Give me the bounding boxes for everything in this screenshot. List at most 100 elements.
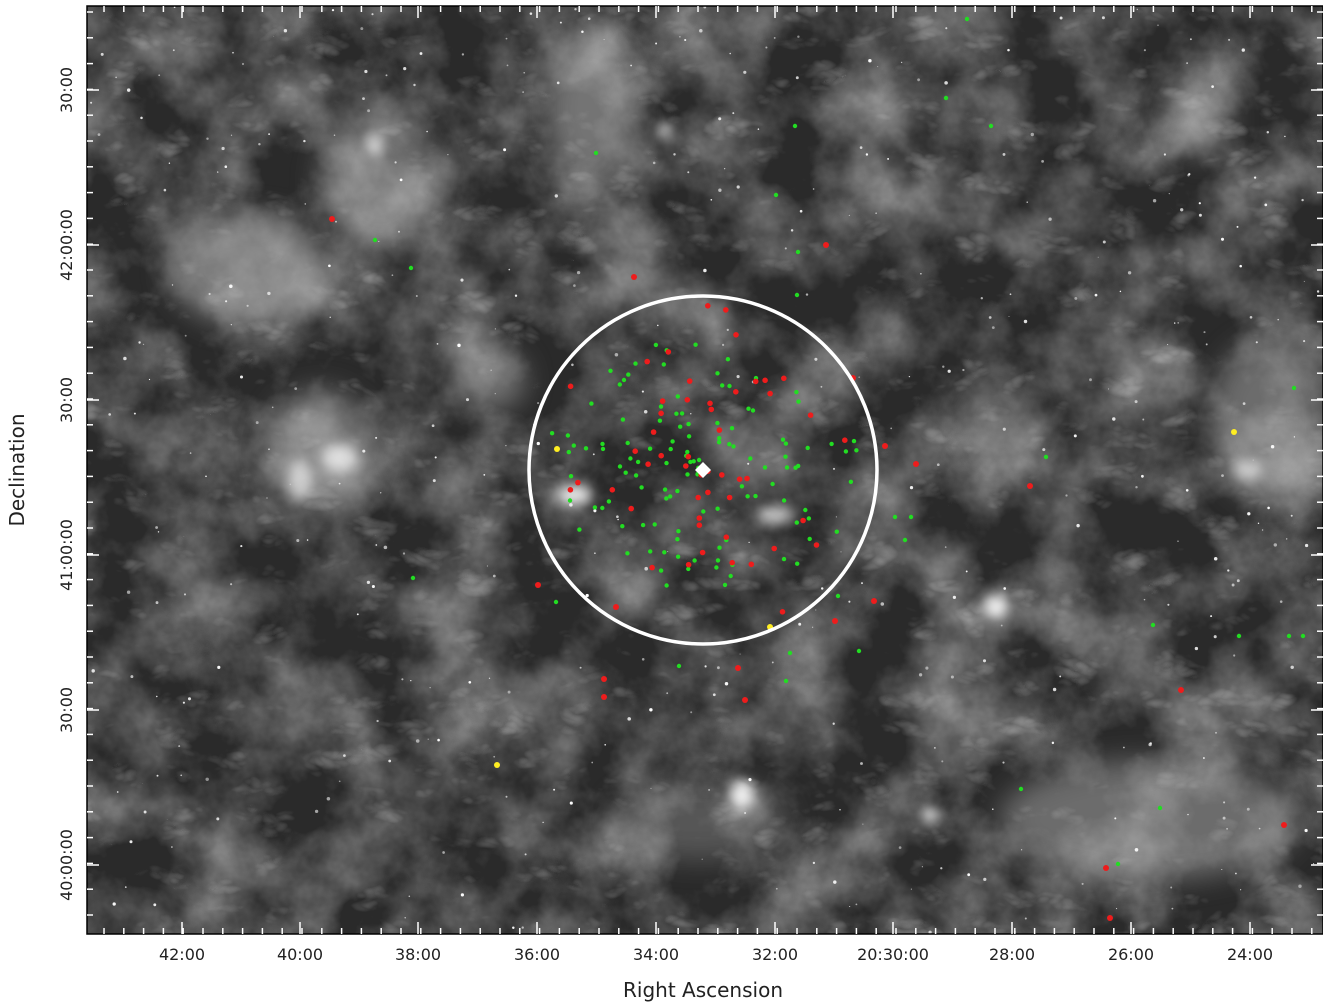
star bbox=[708, 788, 711, 791]
star bbox=[171, 846, 173, 848]
sky-image bbox=[87, 6, 1323, 934]
star bbox=[1286, 538, 1288, 540]
source-marker bbox=[675, 488, 680, 494]
star bbox=[267, 291, 271, 296]
star bbox=[832, 722, 835, 725]
star bbox=[712, 693, 716, 697]
source-marker bbox=[589, 401, 594, 406]
star bbox=[593, 509, 597, 513]
star bbox=[246, 304, 249, 307]
star bbox=[860, 762, 863, 765]
star bbox=[460, 893, 464, 897]
star bbox=[890, 427, 893, 430]
x-tick-label: 36:00 bbox=[514, 945, 560, 964]
star bbox=[283, 29, 288, 33]
star bbox=[155, 601, 159, 605]
star bbox=[795, 76, 799, 80]
star bbox=[921, 866, 923, 868]
star bbox=[378, 240, 380, 242]
source-marker bbox=[664, 583, 669, 588]
source-marker bbox=[794, 292, 800, 298]
source-marker bbox=[565, 433, 571, 438]
star bbox=[124, 886, 127, 888]
star bbox=[833, 880, 837, 884]
star bbox=[833, 467, 835, 470]
source-marker bbox=[621, 377, 627, 383]
star bbox=[1277, 318, 1279, 321]
star bbox=[673, 153, 676, 156]
star bbox=[1107, 388, 1110, 390]
source-marker bbox=[723, 307, 729, 313]
y-tick-label: 42:00:00 bbox=[57, 209, 76, 281]
star bbox=[1000, 624, 1003, 627]
star bbox=[371, 13, 374, 16]
star bbox=[1198, 202, 1201, 205]
star bbox=[576, 270, 581, 275]
star bbox=[217, 171, 219, 173]
star bbox=[1187, 813, 1189, 816]
source-marker bbox=[792, 123, 798, 129]
star bbox=[941, 760, 944, 763]
star bbox=[980, 297, 983, 300]
star bbox=[1135, 486, 1138, 489]
star bbox=[908, 375, 911, 378]
star bbox=[1223, 801, 1226, 804]
star bbox=[1008, 315, 1010, 318]
star bbox=[574, 8, 577, 11]
star bbox=[721, 343, 725, 347]
source-marker bbox=[568, 474, 574, 479]
star bbox=[909, 485, 914, 490]
source-marker bbox=[729, 559, 735, 566]
star bbox=[206, 137, 209, 140]
star bbox=[126, 88, 131, 92]
star bbox=[652, 161, 656, 165]
source-marker bbox=[661, 362, 666, 367]
star bbox=[604, 743, 607, 746]
star bbox=[505, 37, 508, 40]
source-marker bbox=[675, 554, 681, 559]
star bbox=[855, 903, 858, 906]
star bbox=[865, 153, 869, 156]
star bbox=[918, 673, 923, 677]
star bbox=[1059, 675, 1062, 678]
source-marker bbox=[631, 274, 637, 280]
star bbox=[616, 515, 619, 519]
star bbox=[490, 369, 492, 371]
star bbox=[522, 91, 524, 93]
source-marker bbox=[773, 192, 779, 198]
star bbox=[1226, 827, 1229, 830]
star bbox=[388, 759, 392, 763]
source-marker bbox=[685, 453, 692, 460]
star bbox=[338, 780, 341, 783]
star bbox=[306, 539, 309, 541]
star bbox=[942, 365, 945, 368]
star bbox=[403, 67, 407, 71]
star bbox=[569, 503, 573, 507]
source-marker bbox=[719, 472, 725, 478]
star bbox=[679, 36, 681, 38]
star bbox=[945, 27, 948, 30]
star bbox=[242, 63, 244, 65]
star bbox=[1116, 908, 1118, 910]
source-marker bbox=[748, 561, 755, 568]
star bbox=[1177, 322, 1180, 324]
source-marker bbox=[583, 446, 589, 451]
star bbox=[858, 376, 860, 378]
source-marker bbox=[871, 598, 877, 604]
source-marker bbox=[717, 545, 722, 550]
star bbox=[815, 609, 817, 611]
star bbox=[592, 453, 595, 456]
star bbox=[1119, 290, 1122, 293]
star bbox=[859, 146, 863, 149]
star bbox=[437, 738, 440, 742]
star bbox=[820, 587, 824, 590]
star bbox=[1157, 24, 1159, 26]
star bbox=[343, 754, 346, 757]
star bbox=[1134, 400, 1138, 404]
source-marker bbox=[699, 549, 706, 556]
source-marker bbox=[908, 514, 914, 520]
plot-frame bbox=[86, 5, 1323, 935]
star bbox=[1127, 271, 1132, 275]
source-marker bbox=[707, 400, 713, 407]
source-marker bbox=[658, 568, 664, 573]
